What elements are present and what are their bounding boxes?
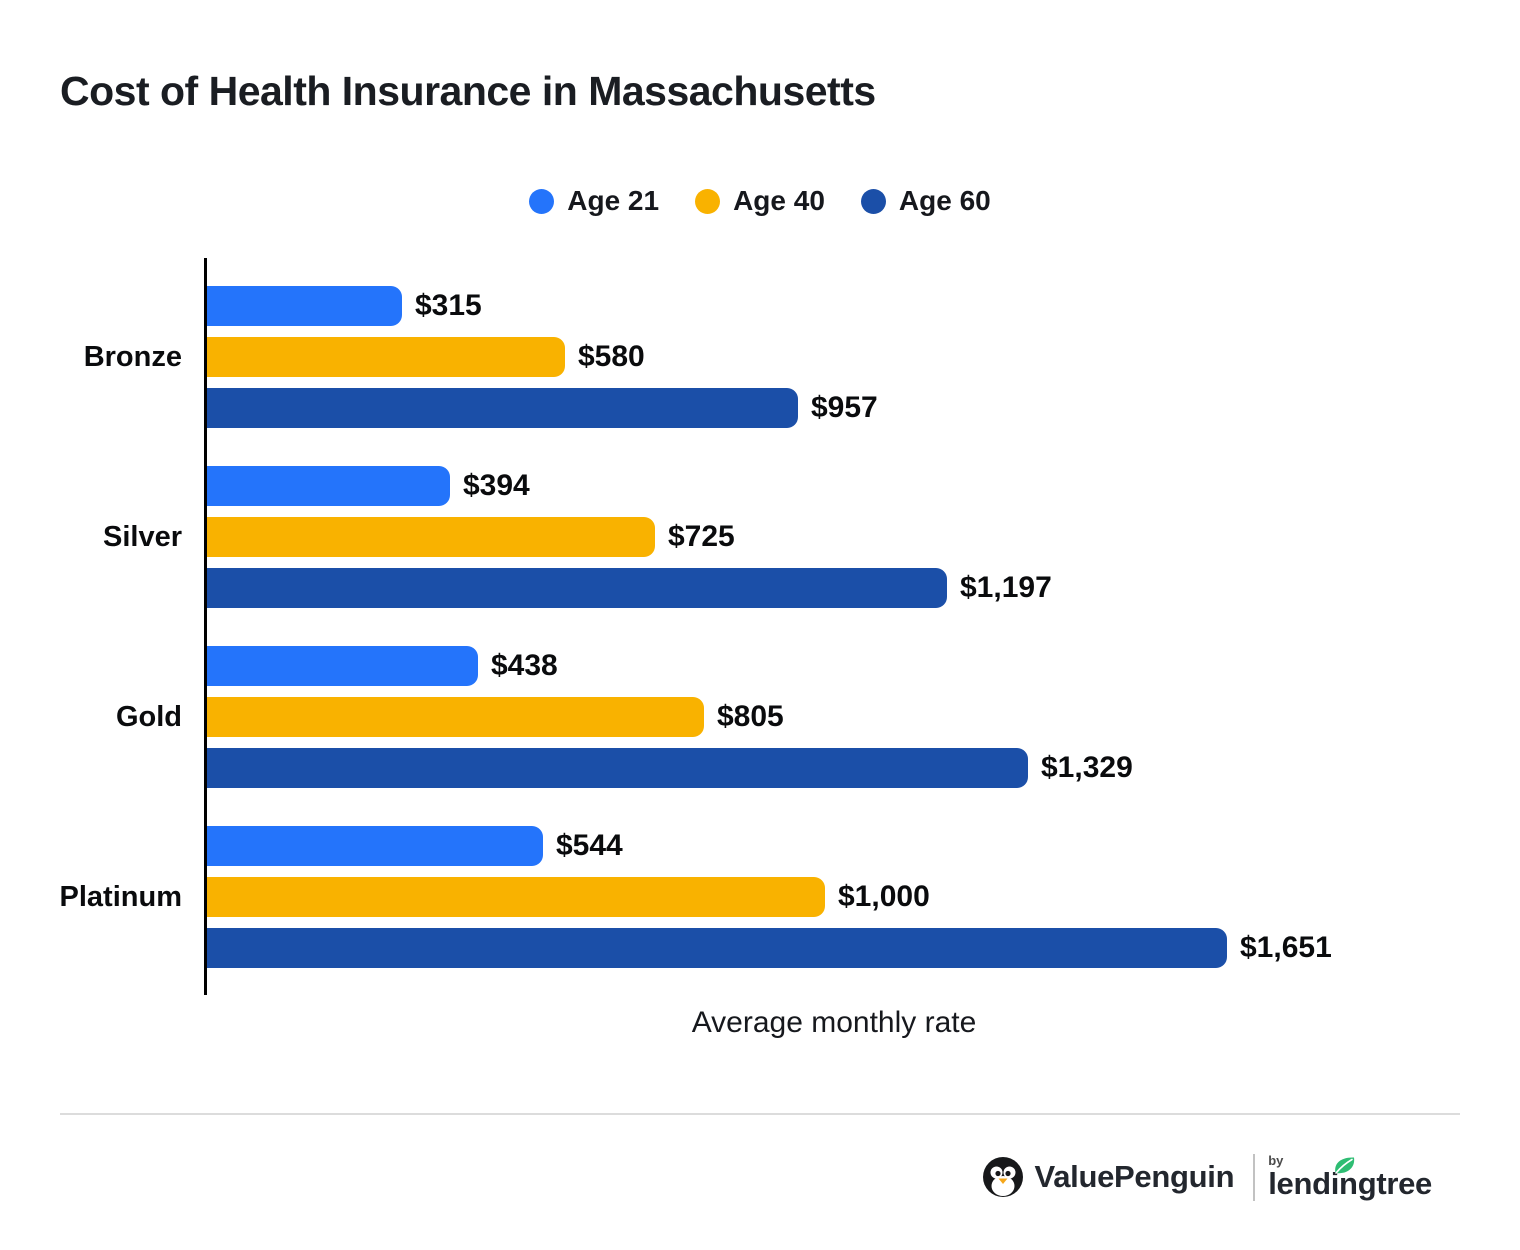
legend-item-age-40: Age 40 — [695, 185, 825, 217]
value-label-bronze-age-60: $957 — [811, 391, 878, 424]
legend: Age 21 Age 40 Age 60 — [0, 185, 1520, 217]
bar-silver-age-60: $1,197 — [207, 568, 1052, 608]
chart-title: Cost of Health Insurance in Massachusett… — [60, 68, 876, 114]
value-label-gold-age-21: $438 — [491, 649, 558, 682]
bar-bronze-age-21: $315 — [207, 286, 482, 326]
bar-platinum-age-40: $1,000 — [207, 877, 930, 917]
bar-gold-age-21: $438 — [207, 646, 558, 686]
value-label-bronze-age-21: $315 — [415, 289, 482, 322]
x-axis-label: Average monthly rate — [691, 1006, 977, 1039]
value-label-gold-age-40: $805 — [717, 700, 784, 733]
value-label-platinum-age-40: $1,000 — [838, 880, 930, 913]
bar-platinum-age-60: $1,651 — [207, 928, 1332, 968]
value-label-gold-age-60: $1,329 — [1041, 751, 1133, 784]
bar-gold-age-60: $1,329 — [207, 748, 1133, 788]
bar-bronze-age-40: $580 — [207, 337, 645, 377]
legend-label: Age 40 — [733, 185, 825, 216]
footer-divider — [60, 1113, 1460, 1115]
value-label-silver-age-40: $725 — [668, 520, 735, 553]
category-label-bronze: Bronze — [83, 341, 182, 373]
value-label-platinum-age-60: $1,651 — [1240, 931, 1332, 964]
lendingtree-wordmark: lendingtree — [1268, 1157, 1432, 1202]
footer-logo: ValuePenguin by lendingtree — [982, 1153, 1432, 1202]
lendingtree-leaf-icon — [1335, 1157, 1355, 1175]
y-axis-line — [204, 258, 207, 995]
category-label-platinum: Platinum — [59, 881, 182, 913]
legend-dot-age-40 — [695, 188, 721, 214]
bar-silver-age-21: $394 — [207, 466, 530, 506]
lendingtree-lockup: by lendingtree — [1253, 1153, 1432, 1202]
legend-label: Age 21 — [567, 185, 660, 216]
bar-silver-age-40: $725 — [207, 517, 735, 557]
value-label-bronze-age-40: $580 — [578, 340, 645, 373]
value-label-silver-age-60: $1,197 — [960, 571, 1052, 604]
valuepenguin-penguin-icon — [982, 1157, 1023, 1198]
legend-dot-age-60 — [860, 188, 886, 214]
value-label-platinum-age-21: $544 — [556, 829, 623, 862]
bar-bronze-age-60: $957 — [207, 388, 878, 428]
value-label-silver-age-21: $394 — [463, 469, 530, 502]
plot-area: $315 $580 $957 $394 $725 $1,197 $438 $805 $1,329… — [204, 258, 1464, 995]
legend-item-age-60: Age 60 — [860, 185, 991, 217]
bar-platinum-age-21: $544 — [207, 826, 623, 866]
lendingtree-text: lendingtree — [1268, 1166, 1432, 1202]
category-labels: Bronze Silver Gold Platinum — [36, 258, 182, 995]
category-label-silver: Silver — [103, 521, 182, 553]
category-label-gold: Gold — [115, 701, 182, 733]
legend-label: Age 60 — [898, 185, 991, 216]
by-label: by — [1268, 1153, 1284, 1168]
legend-item-age-21: Age 21 — [529, 185, 659, 217]
legend-dot-age-21 — [529, 188, 555, 214]
valuepenguin-wordmark: ValuePenguin — [1034, 1159, 1235, 1195]
bar-gold-age-40: $805 — [207, 697, 784, 737]
